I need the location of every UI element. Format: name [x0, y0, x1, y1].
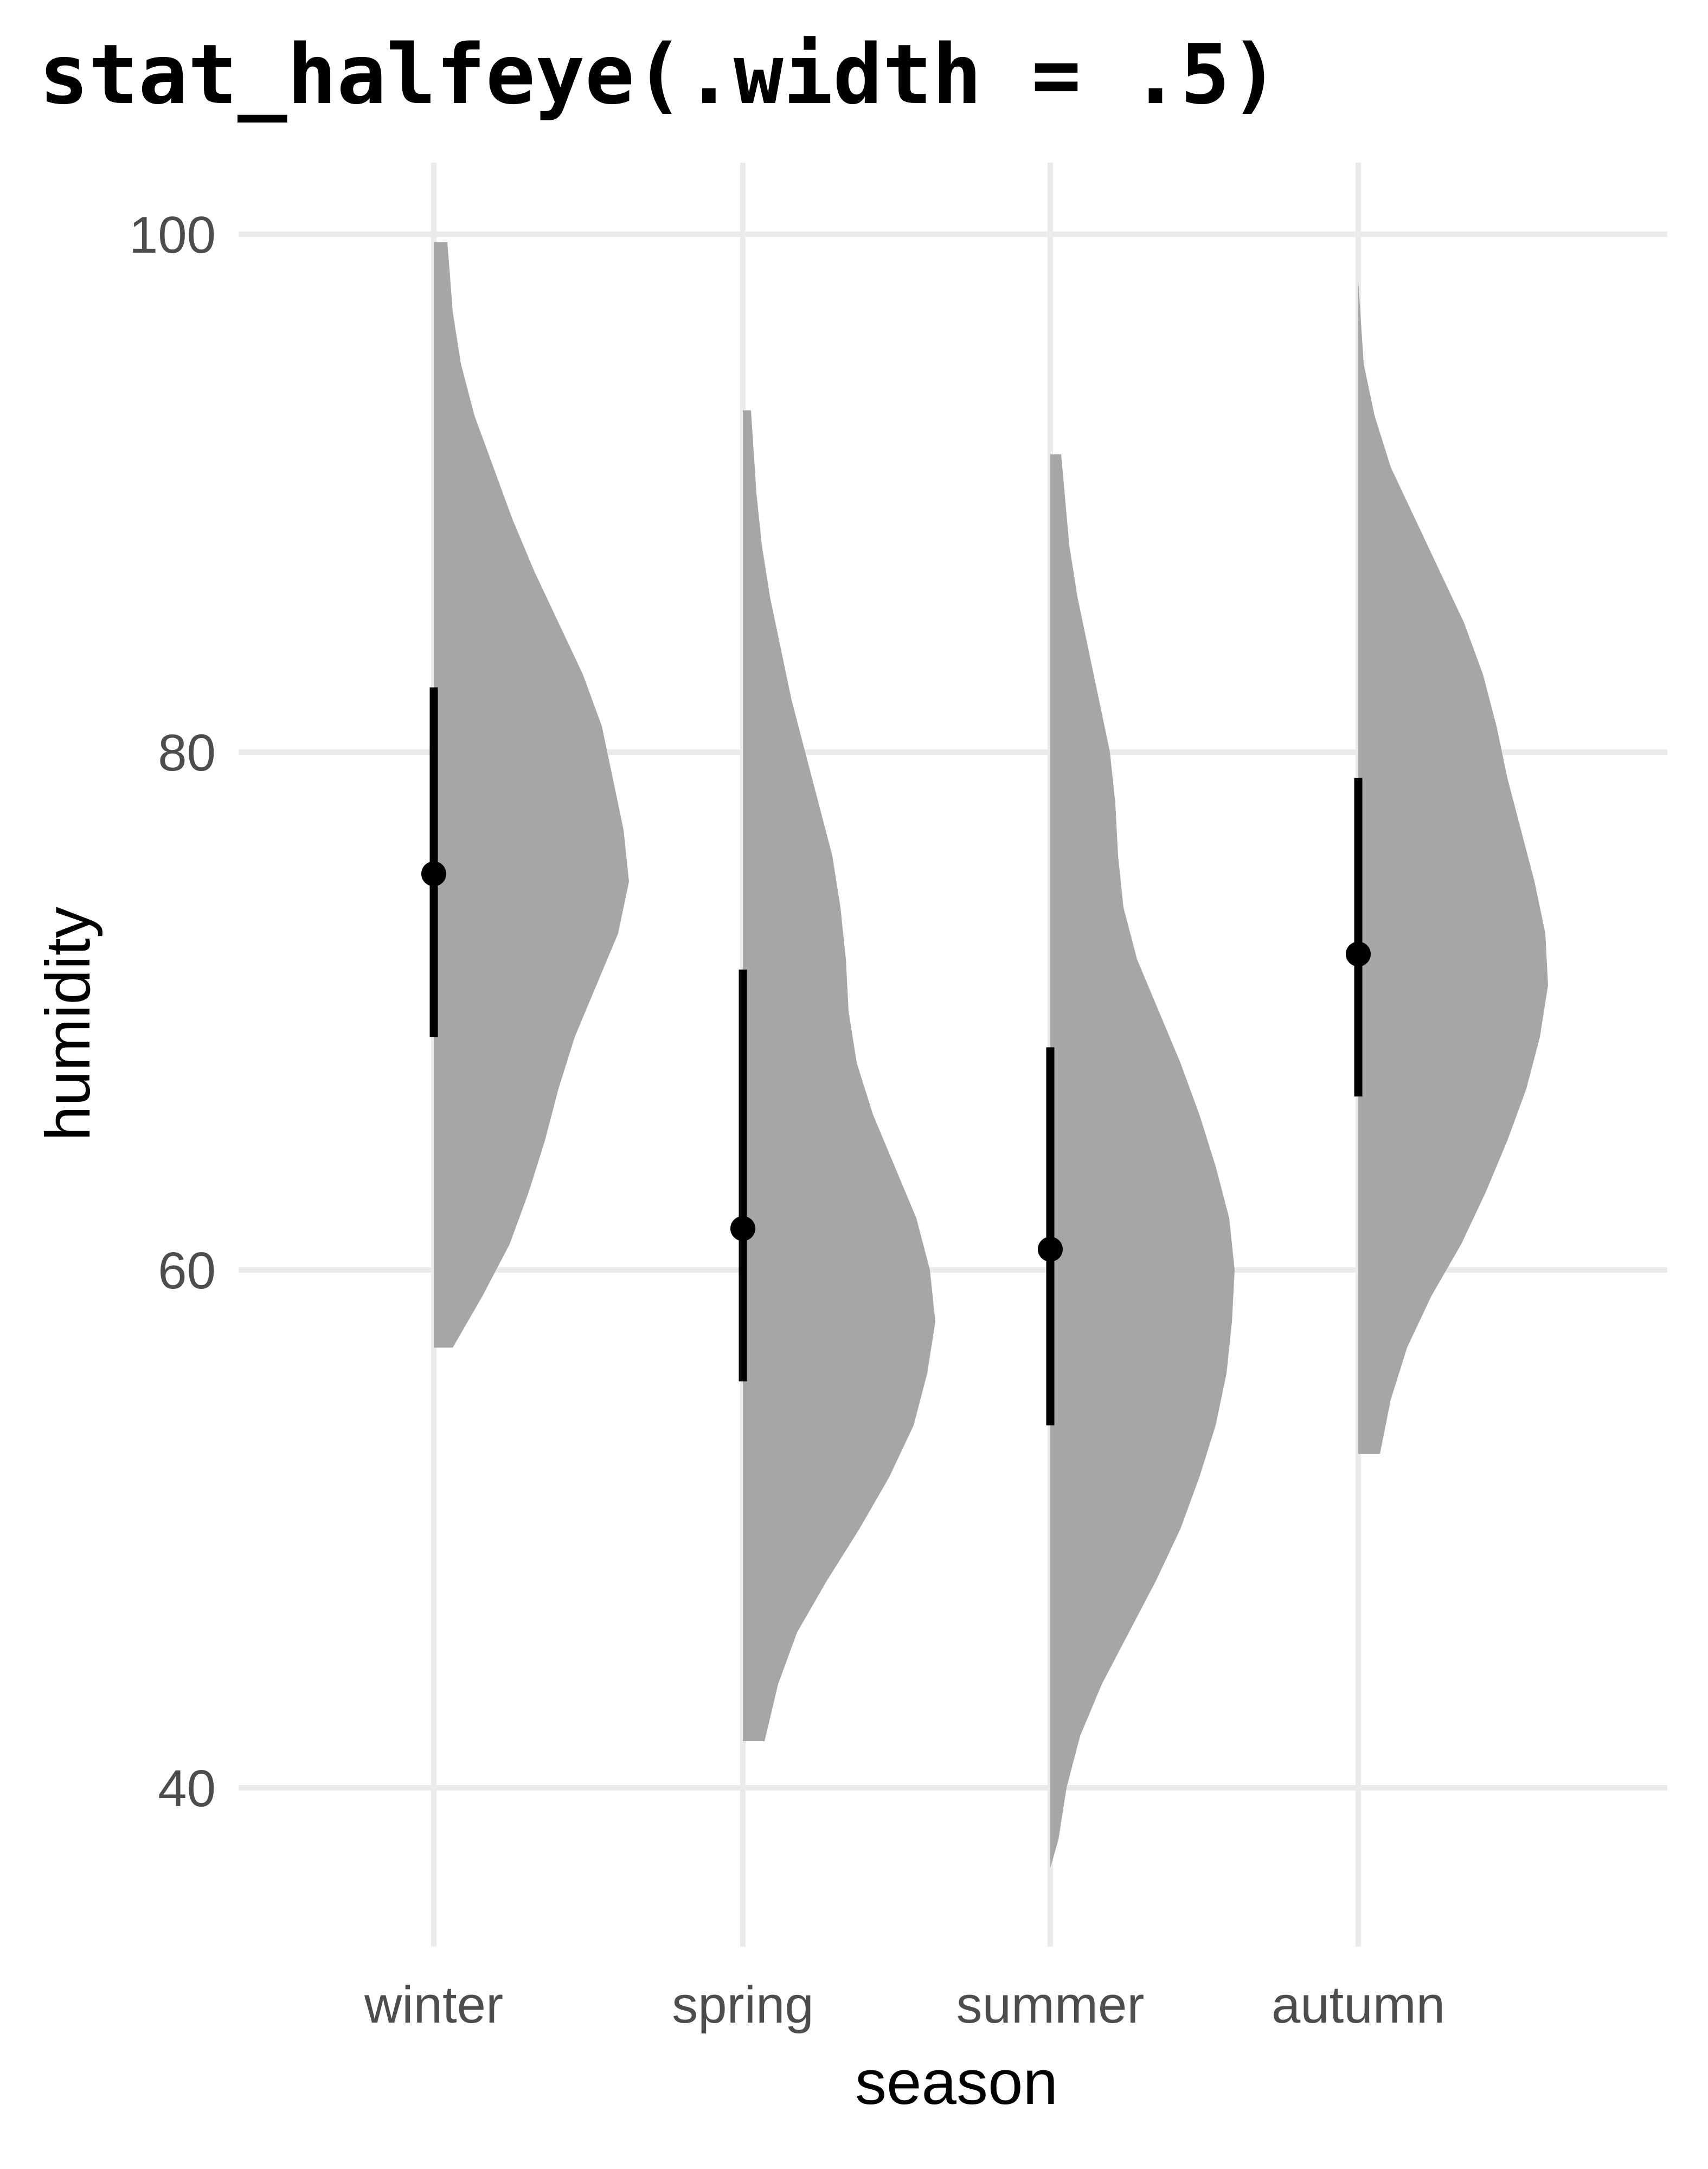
- density-slabs: [434, 242, 1548, 1869]
- y-axis-ticks: 40 60 80 100: [129, 206, 216, 1818]
- median-point-summer: [1038, 1236, 1063, 1262]
- median-point-autumn: [1346, 941, 1371, 967]
- x-tick-label-summer: summer: [956, 1976, 1145, 2034]
- y-tick-label: 60: [158, 1242, 216, 1300]
- y-tick-label: 100: [129, 206, 216, 264]
- median-point-winter: [421, 861, 446, 887]
- density-slab-autumn: [1358, 280, 1548, 1454]
- y-axis-title: humidity: [33, 907, 103, 1141]
- density-slab-spring: [743, 410, 935, 1742]
- y-tick-label: 80: [158, 724, 216, 782]
- x-tick-label-winter: winter: [364, 1976, 503, 2034]
- x-tick-label-autumn: autumn: [1272, 1976, 1445, 2034]
- chart-title: stat_halfeye(.width = .5): [39, 27, 1280, 123]
- x-axis-title: season: [855, 2047, 1058, 2117]
- density-slab-winter: [434, 242, 629, 1348]
- density-slab-summer: [1050, 454, 1235, 1869]
- x-axis-ticks: winter spring summer autumn: [364, 1976, 1445, 2034]
- median-point-spring: [730, 1216, 755, 1241]
- x-tick-label-spring: spring: [672, 1976, 813, 2034]
- interval-layer: [421, 687, 1371, 1426]
- y-tick-label: 40: [158, 1760, 216, 1818]
